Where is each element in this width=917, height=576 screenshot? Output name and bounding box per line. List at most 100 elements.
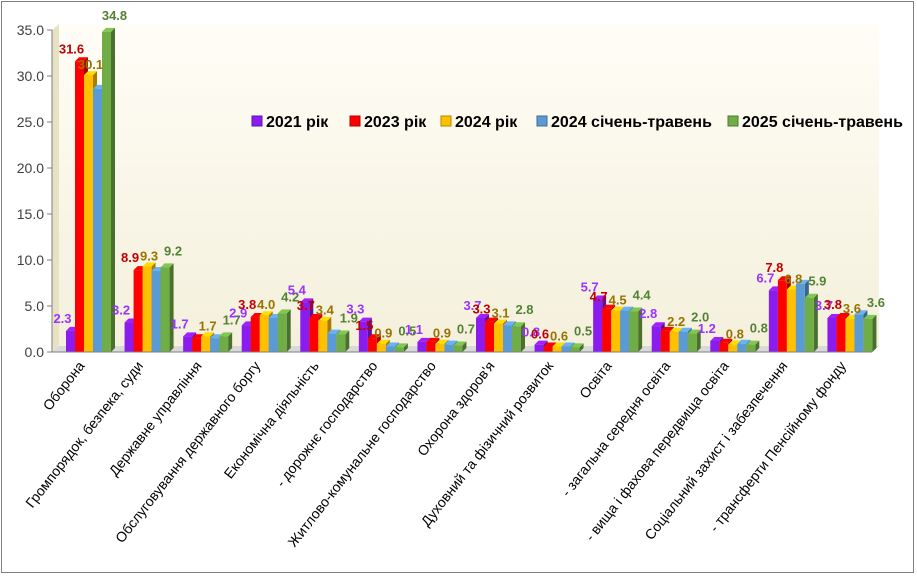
bar-top	[602, 304, 616, 309]
data-label: 0.5	[398, 323, 416, 338]
bar-side	[462, 341, 467, 352]
bar-top	[142, 262, 156, 267]
data-label: 7.8	[765, 260, 783, 275]
data-label: 3.8	[238, 297, 256, 312]
bar	[160, 263, 174, 352]
data-label: 6.7	[756, 270, 774, 285]
y-tick-label: 35.0	[17, 22, 44, 38]
bar-side	[872, 314, 877, 352]
bar-top	[863, 314, 877, 319]
bar-side	[286, 309, 291, 352]
bar-front	[678, 331, 688, 352]
bar-front	[786, 289, 796, 352]
bar-front	[66, 330, 75, 352]
bar-front	[318, 320, 328, 352]
bar-front	[795, 283, 805, 352]
data-label: 0.6	[550, 328, 568, 343]
x-category-label: Освіта	[576, 358, 615, 401]
data-labels: 2.331.630.134.83.28.9 9.3 9.21.7 1.7 1.72.93…	[53, 8, 885, 344]
bar-side	[638, 307, 643, 352]
data-label: 3.1	[491, 305, 509, 320]
bar-top	[836, 313, 850, 318]
bar-top	[678, 327, 692, 332]
bar-side	[696, 329, 701, 352]
data-label: 3.4	[316, 303, 335, 318]
data-label: 3.2	[112, 303, 130, 318]
data-label: 2.3	[53, 311, 71, 326]
data-label: 4.5	[609, 293, 627, 308]
bar-front	[84, 75, 93, 352]
bar-front	[561, 346, 571, 352]
x-category-label: Громпорядок, безпека, суди	[22, 358, 146, 511]
bar-top	[534, 340, 548, 345]
bar-side	[169, 263, 174, 352]
bar-front	[426, 341, 436, 352]
bar-front	[268, 317, 278, 352]
bar-top	[620, 306, 634, 311]
bar-front	[142, 266, 152, 352]
bar-top	[219, 332, 233, 337]
bar-top	[75, 57, 88, 62]
bar-front	[669, 331, 679, 352]
bar-top	[746, 340, 760, 345]
bar-front	[385, 346, 395, 352]
bar-front	[534, 344, 544, 352]
data-label: 5.7	[581, 280, 599, 295]
bar-top	[737, 339, 751, 344]
bar-top	[426, 337, 440, 342]
bar-front	[102, 31, 111, 353]
bar-front	[651, 326, 661, 352]
data-label: 1.7	[199, 318, 217, 333]
bar-front	[367, 338, 377, 352]
data-label: 3.6	[867, 295, 885, 310]
data-label: 34.8	[102, 8, 127, 23]
bar-top	[309, 313, 323, 318]
bar	[804, 293, 818, 352]
data-label: 31.6	[59, 41, 84, 56]
bar-top	[327, 329, 341, 334]
bar-front	[183, 336, 193, 352]
bar-front	[453, 345, 463, 352]
data-label: 0.8	[726, 327, 744, 342]
data-label: 9.3	[140, 248, 158, 263]
bar-top	[201, 332, 215, 337]
bar-front	[259, 315, 269, 352]
data-label: 30.1	[78, 57, 103, 72]
data-label: 0.9	[433, 326, 451, 341]
bar-top	[183, 332, 197, 337]
y-tick-label: 5.0	[25, 298, 45, 314]
bar-top	[102, 27, 115, 32]
bar-side	[111, 27, 115, 353]
bar-front	[444, 344, 454, 352]
data-label: 0.6	[531, 326, 549, 341]
bar-side	[228, 332, 233, 352]
bar-front	[160, 267, 170, 352]
bar-top	[777, 276, 791, 281]
data-label: 3.7	[463, 298, 481, 313]
bar-top	[300, 298, 314, 303]
bar-top	[593, 295, 607, 300]
bar-side	[345, 330, 350, 352]
data-label: 2.2	[667, 314, 685, 329]
legend-swatch	[251, 115, 263, 127]
data-label: 2.0	[691, 310, 709, 325]
data-label: 3.3	[346, 302, 364, 317]
bar-front	[133, 270, 143, 352]
bar-front	[687, 333, 697, 352]
data-label: 1.7	[223, 312, 241, 327]
bar-front	[309, 317, 319, 352]
data-label: 1.2	[698, 321, 716, 336]
data-label: 1.7	[171, 316, 189, 331]
bar-front	[746, 344, 756, 352]
y-tick-label: 10.0	[17, 252, 44, 268]
x-category-label: - дорожнє господарство	[273, 358, 381, 490]
bar-front	[593, 299, 603, 352]
data-label: 3.8	[824, 297, 842, 312]
bar	[687, 329, 701, 352]
bar	[277, 309, 291, 352]
bar-top	[503, 321, 516, 326]
bar-front	[277, 313, 287, 352]
bar-front	[210, 338, 220, 352]
bar-top	[485, 317, 498, 322]
